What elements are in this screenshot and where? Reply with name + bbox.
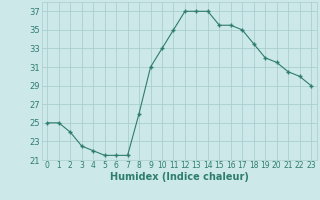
- X-axis label: Humidex (Indice chaleur): Humidex (Indice chaleur): [110, 172, 249, 182]
